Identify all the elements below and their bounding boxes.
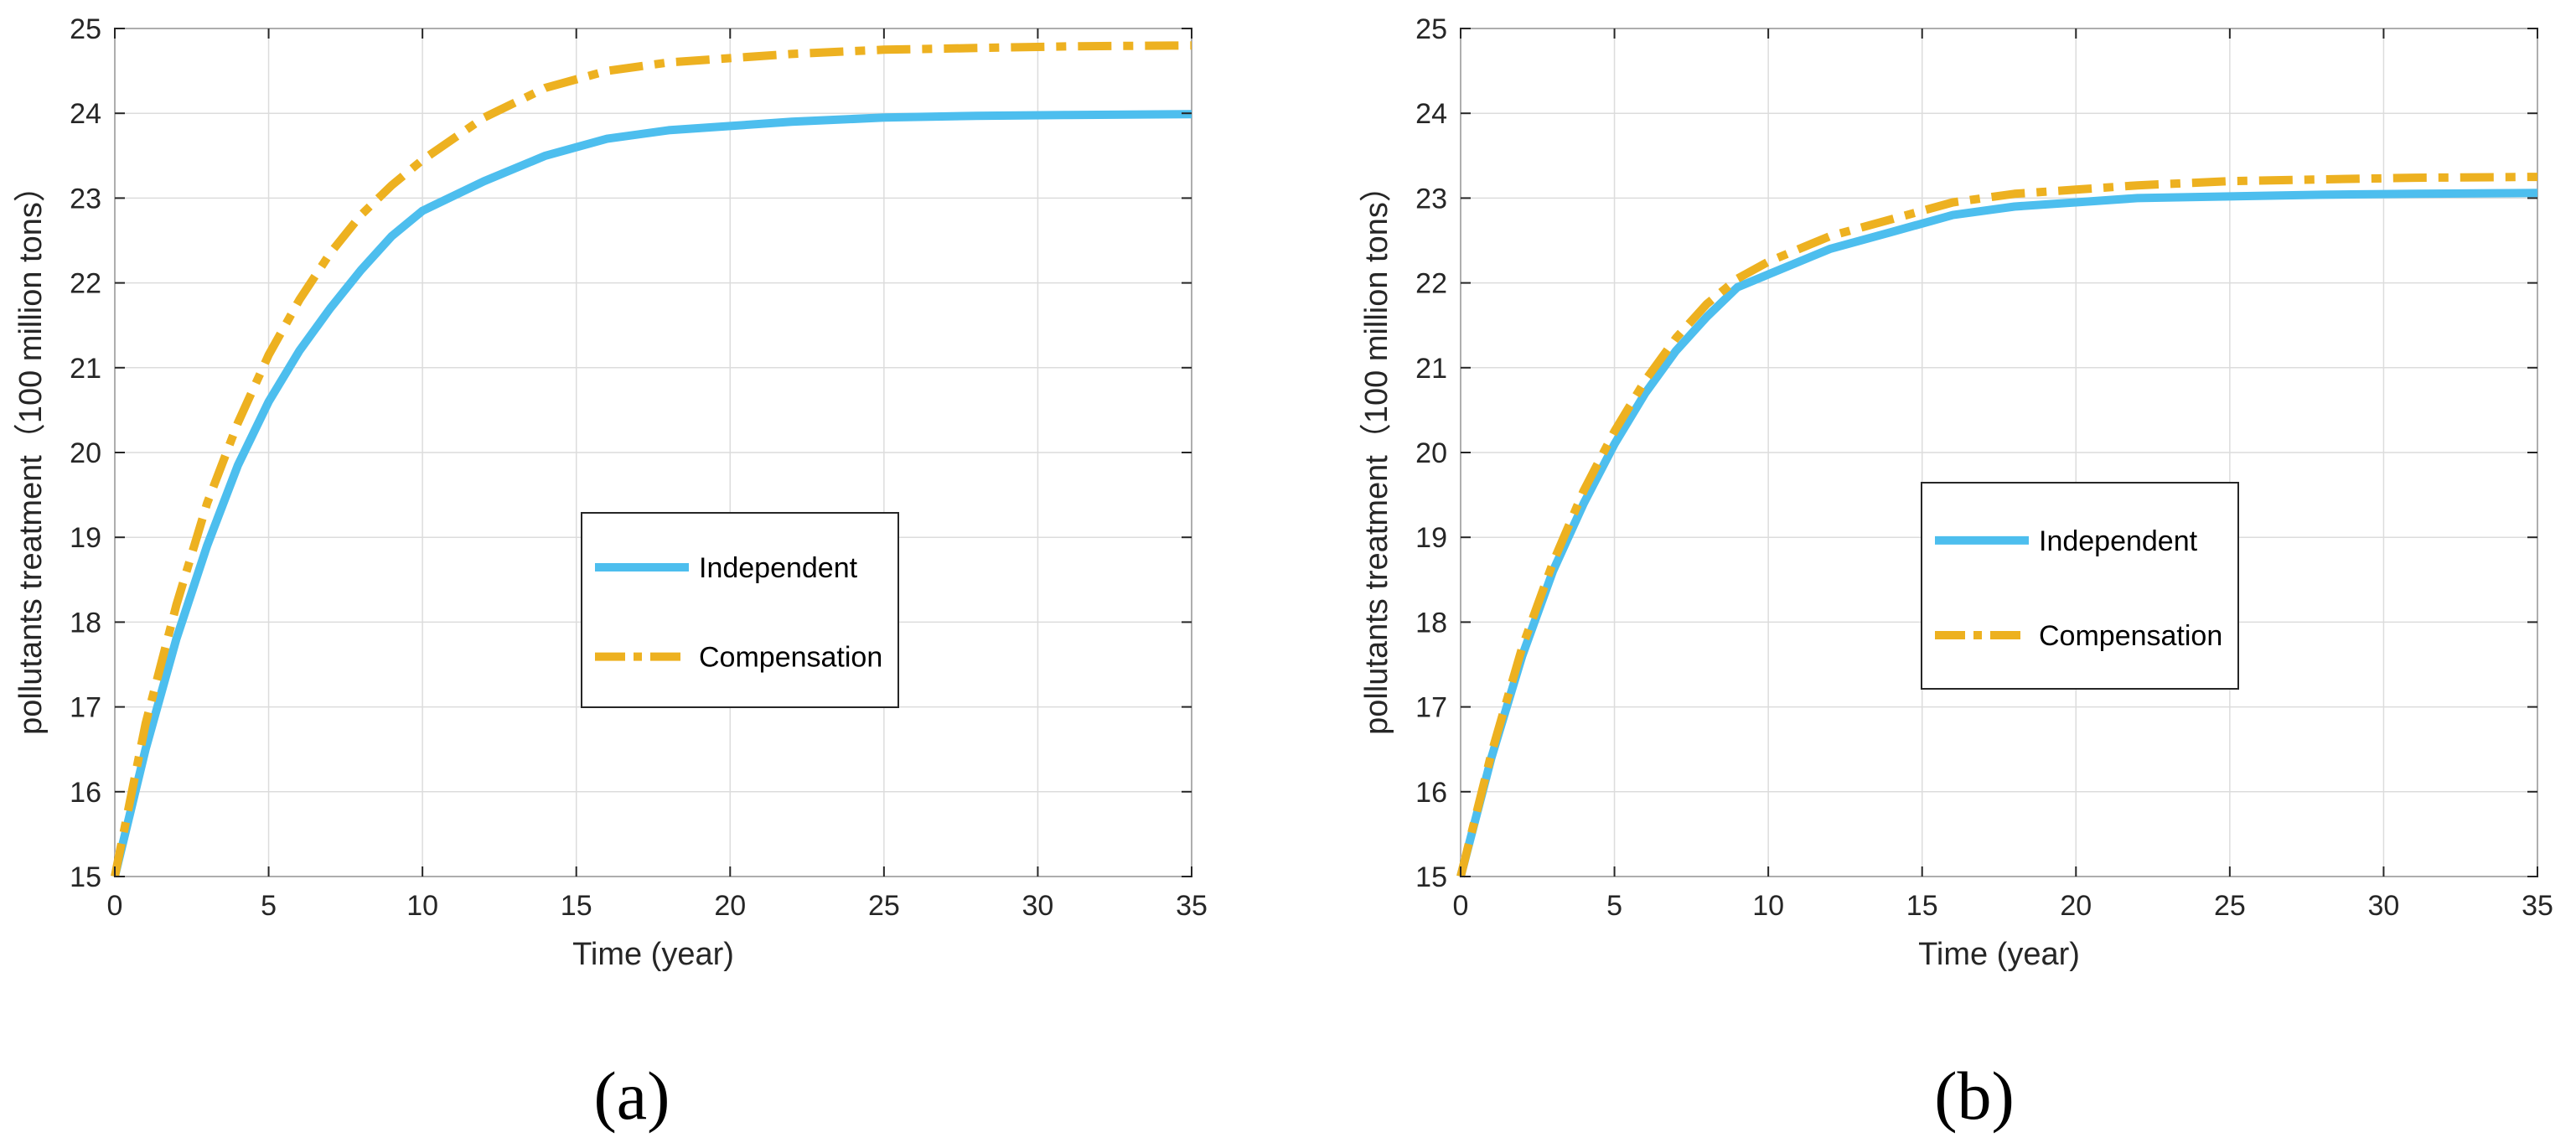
series-line-independent <box>111 110 1192 878</box>
legend-box-a <box>581 512 899 708</box>
grid-a <box>114 28 1192 877</box>
y-tick-label: 24 <box>1415 98 1447 130</box>
legend-label-independent-b: Independent <box>2039 525 2198 557</box>
x-tick-label: 10 <box>1752 890 1784 922</box>
x-tick-label: 0 <box>1453 890 1469 922</box>
y-tick-label: 21 <box>70 353 101 385</box>
y-tick-label: 17 <box>70 692 101 724</box>
x-tick-label: 15 <box>1906 890 1938 922</box>
x-tick-label: 35 <box>1176 890 1208 922</box>
x-tick-label: 20 <box>2060 890 2092 922</box>
x-tick-label: 5 <box>1606 890 1622 922</box>
y-axis-label-a: pollutants treatment（100 million tons） <box>13 170 49 735</box>
y-axis-label-b: pollutants treatment（100 million tons） <box>1359 170 1394 735</box>
x-tick-label: 25 <box>868 890 900 922</box>
y-tick-label: 25 <box>70 13 101 45</box>
y-tick-label: 21 <box>1415 353 1447 385</box>
legend-b: Independent Compensation <box>1921 482 2239 690</box>
tick-labels-b: 0 5 10 15 20 25 30 35 15 16 17 18 19 20 21 22 23 24 25 <box>1415 13 2553 922</box>
x-tick-label: 30 <box>2368 890 2400 922</box>
y-tick-label: 18 <box>1415 607 1447 639</box>
y-tick-label: 18 <box>70 607 101 639</box>
y-tick-label: 25 <box>1415 13 1447 45</box>
chart-panel-a: 0 5 10 15 20 25 30 35 15 16 17 18 19 20 21 22 23 24 25 Tim… <box>13 13 1208 1134</box>
y-tick-label: 22 <box>1415 268 1447 300</box>
y-tick-label: 17 <box>1415 692 1447 724</box>
y-tick-label: 15 <box>1415 861 1447 893</box>
tick-labels-a: 0 5 10 15 20 25 30 35 15 16 17 18 19 20 21 22 23 24 25 <box>70 13 1208 922</box>
legend-label-independent-a: Independent <box>699 552 858 584</box>
y-tick-label: 23 <box>70 183 101 215</box>
x-axis-label-a: Time (year) <box>572 937 734 972</box>
legend-label-compensation-b: Compensation <box>2039 620 2222 652</box>
y-tick-label: 19 <box>70 522 101 554</box>
x-tick-label: 15 <box>561 890 592 922</box>
x-axis-label-b: Time (year) <box>1918 937 2080 972</box>
x-tick-label: 35 <box>2522 890 2553 922</box>
x-tick-label: 5 <box>261 890 277 922</box>
y-tick-label: 22 <box>70 268 101 300</box>
panel-caption-b: (b) <box>1934 1058 2015 1134</box>
y-tick-label: 24 <box>70 98 101 130</box>
grid-b <box>1460 28 2538 877</box>
x-tick-label: 20 <box>714 890 746 922</box>
y-tick-label: 15 <box>70 861 101 893</box>
chart-panel-b: 0 5 10 15 20 25 30 35 15 16 17 18 19 20 21 22 23 24 25 Tim… <box>1359 13 2553 1134</box>
series-a <box>111 41 1192 878</box>
x-tick-label: 30 <box>1022 890 1054 922</box>
y-tick-label: 16 <box>70 777 101 809</box>
series-line-compensation <box>1456 173 2538 878</box>
y-tick-label: 20 <box>70 437 101 469</box>
series-b <box>1456 173 2538 878</box>
x-tick-label: 0 <box>107 890 123 922</box>
legend-a: Independent Compensation <box>581 512 899 708</box>
y-tick-label: 20 <box>1415 437 1447 469</box>
legend-label-compensation-a: Compensation <box>699 642 882 674</box>
x-tick-label: 10 <box>406 890 438 922</box>
y-tick-label: 23 <box>1415 183 1447 215</box>
x-tick-label: 25 <box>2214 890 2246 922</box>
legend-box-b <box>1921 482 2239 690</box>
y-tick-label: 19 <box>1415 522 1447 554</box>
y-tick-label: 16 <box>1415 777 1447 809</box>
series-line-compensation <box>111 41 1192 877</box>
panel-caption-a: (a) <box>593 1058 670 1134</box>
